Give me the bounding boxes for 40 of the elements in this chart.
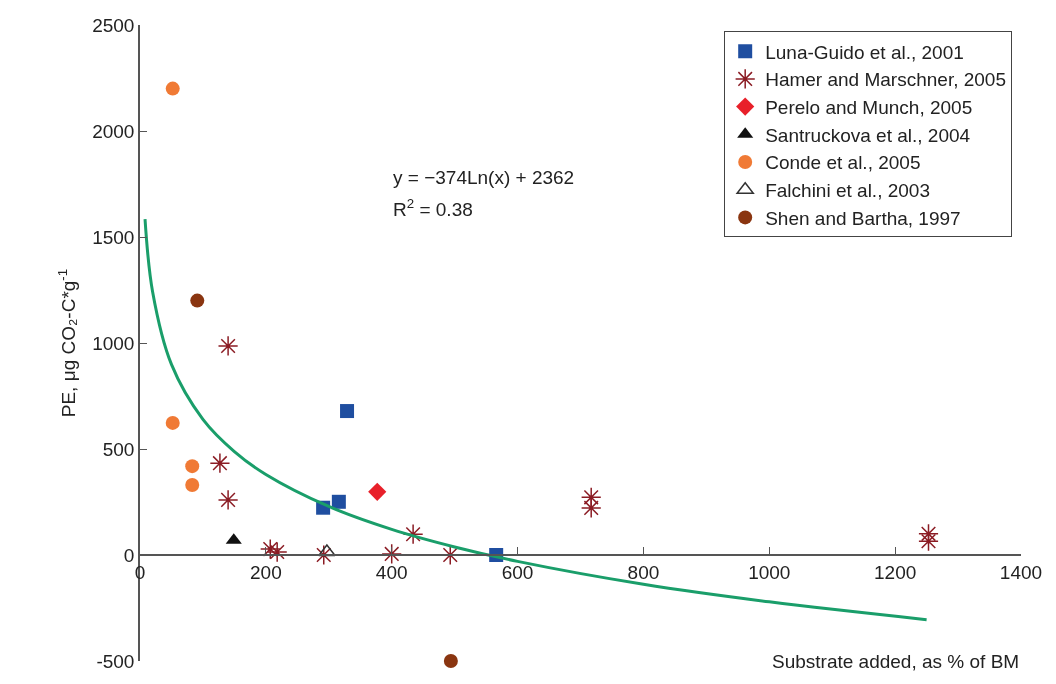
point bbox=[580, 497, 602, 519]
point bbox=[368, 482, 387, 501]
y-tick-label: 2500 bbox=[92, 14, 135, 36]
point bbox=[443, 654, 458, 668]
y-tick-label: 0 bbox=[123, 544, 135, 566]
x-tick-label: 1400 bbox=[999, 561, 1043, 583]
point bbox=[185, 478, 200, 493]
x-tick-label: 600 bbox=[501, 561, 534, 583]
x-axis-title: Substrate added, as % of BM bbox=[772, 651, 1020, 672]
legend-label: Hamer and Marschner, 2005 bbox=[765, 69, 1006, 91]
point bbox=[190, 293, 205, 308]
y-tick-label: -500 bbox=[96, 650, 135, 672]
point bbox=[580, 486, 602, 508]
point bbox=[217, 489, 239, 511]
legend-label: Falchini et al., 2003 bbox=[765, 180, 930, 202]
annotation: y = −374Ln(x) + 2362 bbox=[393, 167, 575, 188]
legend-label: Santruckova et al., 2004 bbox=[765, 124, 971, 146]
x-tick-label: 200 bbox=[250, 561, 282, 583]
point bbox=[331, 494, 346, 509]
y-tick-label: 1000 bbox=[92, 332, 135, 354]
x-tick-label: 1000 bbox=[748, 561, 791, 583]
point bbox=[217, 335, 239, 357]
point bbox=[918, 530, 939, 552]
legend-label: Luna-Guido et al., 2001 bbox=[765, 41, 964, 63]
point bbox=[340, 404, 355, 419]
legend-label: Conde et al., 2005 bbox=[765, 152, 921, 174]
point bbox=[165, 415, 180, 430]
y-tick-label: 500 bbox=[102, 438, 135, 460]
y-tick-label: 2000 bbox=[92, 120, 135, 142]
annotation: R$^{2}$ = 0.38 bbox=[393, 196, 473, 220]
legend-label: Perelo and Munch, 2005 bbox=[765, 97, 973, 119]
point bbox=[381, 543, 403, 565]
point bbox=[165, 81, 180, 96]
point bbox=[209, 452, 231, 474]
x-tick-label: 1200 bbox=[874, 561, 917, 583]
x-tick-label: 400 bbox=[375, 561, 408, 583]
y-tick-label: 1500 bbox=[92, 226, 135, 248]
x-tick-label: 800 bbox=[627, 561, 660, 583]
point bbox=[185, 459, 200, 474]
legend-label: Shen and Bartha, 1997 bbox=[765, 207, 961, 229]
